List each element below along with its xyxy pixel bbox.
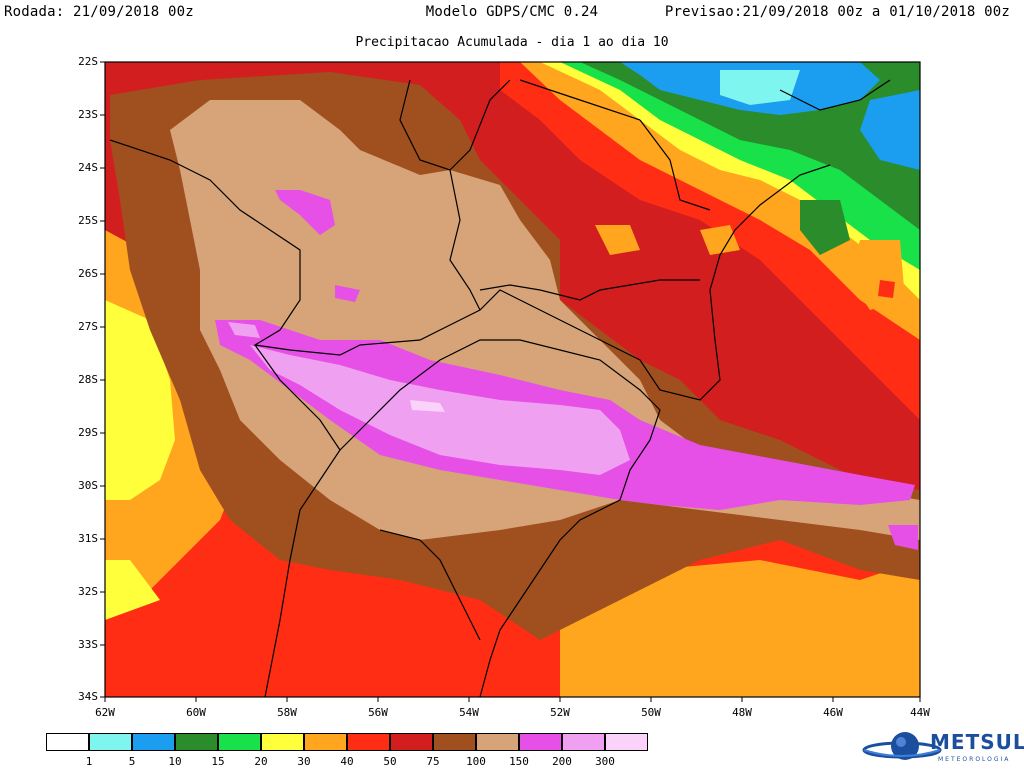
legend-swatch	[218, 733, 261, 751]
lon-label: 62W	[95, 706, 115, 719]
legend-swatch	[89, 733, 132, 751]
legend-swatch	[390, 733, 433, 751]
map-subtitle: Precipitacao Acumulada - dia 1 ao dia 10	[355, 35, 669, 50]
lon-label: 50W	[641, 706, 661, 719]
legend-swatch	[433, 733, 476, 751]
lat-label: 34S	[78, 690, 98, 703]
legend-swatch	[605, 733, 648, 751]
logo-wordmark: METSUL	[930, 730, 1024, 754]
lat-label: 27S	[78, 320, 98, 333]
legend-swatch	[562, 733, 605, 751]
legend-value: 300	[595, 755, 615, 768]
lon-label: 44W	[910, 706, 930, 719]
legend-value: 15	[211, 755, 225, 768]
legend-value: 200	[552, 755, 572, 768]
lat-label: 22S	[78, 55, 98, 68]
legend-swatch	[175, 733, 218, 751]
legend-swatch	[261, 733, 304, 751]
legend-swatch	[46, 733, 89, 751]
legend-value: 50	[383, 755, 397, 768]
legend-value: 100	[466, 755, 486, 768]
forecast-period-label: Previsao:21/09/2018 00z a 01/10/2018 00z	[664, 4, 1010, 20]
legend-swatch	[347, 733, 390, 751]
lat-label: 26S	[78, 267, 98, 280]
model-title: Modelo GDPS/CMC 0.24	[425, 4, 599, 20]
legend-value: 1	[85, 755, 93, 768]
legend-value: 20	[254, 755, 268, 768]
lat-label: 25S	[78, 214, 98, 227]
lat-label: 30S	[78, 479, 98, 492]
legend-value: 10	[168, 755, 182, 768]
lat-label: 31S	[78, 532, 98, 545]
lon-label: 52W	[550, 706, 570, 719]
lon-label: 46W	[823, 706, 843, 719]
legend-value: 150	[509, 755, 529, 768]
legend-swatch	[132, 733, 175, 751]
legend-value: 75	[426, 755, 440, 768]
run-date-label: Rodada: 21/09/2018 00z	[4, 4, 194, 20]
lon-label: 60W	[186, 706, 206, 719]
logo-subtitle: METEOROLOGIA	[938, 756, 1011, 763]
lat-label: 33S	[78, 638, 98, 651]
lat-label: 24S	[78, 161, 98, 174]
lon-label: 56W	[368, 706, 388, 719]
lon-label: 54W	[459, 706, 479, 719]
legend-value: 5	[128, 755, 136, 768]
lat-label: 28S	[78, 373, 98, 386]
lat-label: 32S	[78, 585, 98, 598]
legend-value: 30	[297, 755, 311, 768]
legend-value: 40	[340, 755, 354, 768]
legend-swatch	[476, 733, 519, 751]
lat-label: 23S	[78, 108, 98, 121]
legend-swatch	[519, 733, 562, 751]
lat-label: 29S	[78, 426, 98, 439]
legend-swatch	[304, 733, 347, 751]
lon-label: 48W	[732, 706, 752, 719]
metsul-globe-icon	[862, 732, 942, 760]
lon-label: 58W	[277, 706, 297, 719]
